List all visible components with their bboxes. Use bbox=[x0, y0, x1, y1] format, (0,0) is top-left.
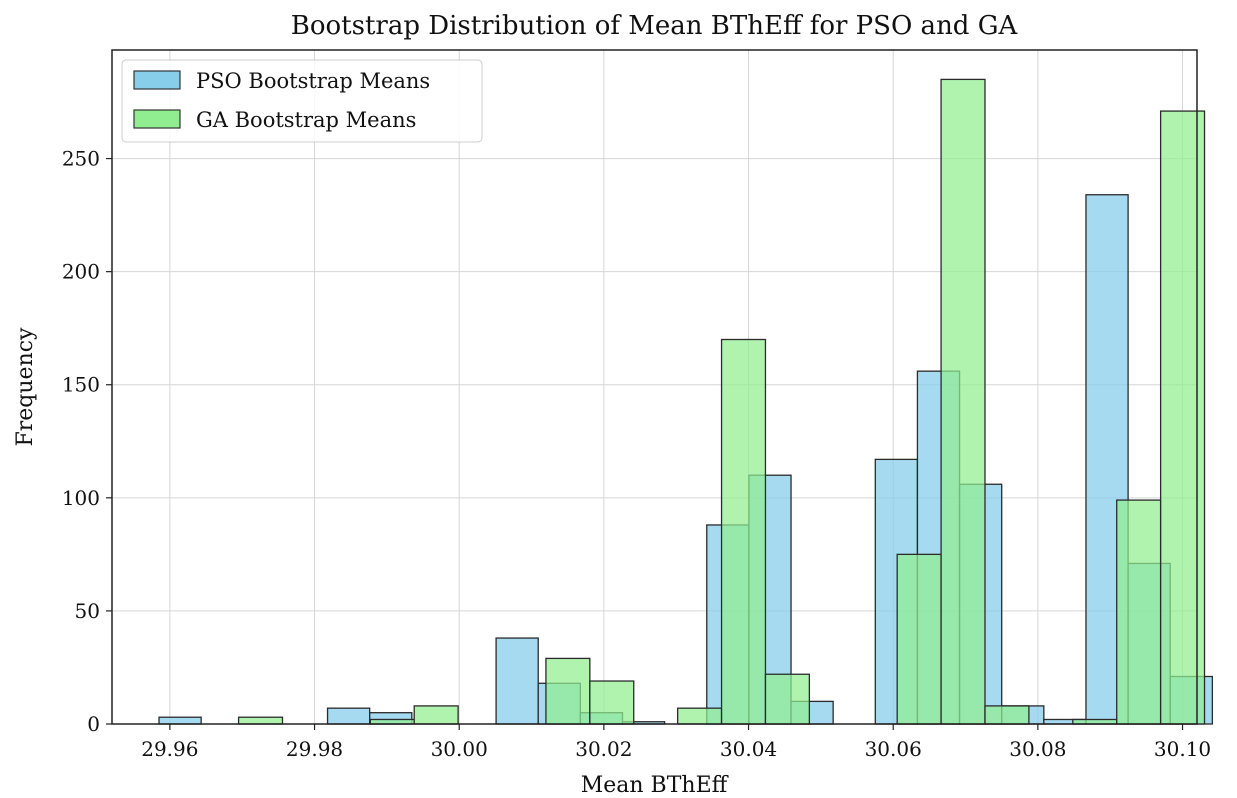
ga-bar bbox=[545, 657, 591, 725]
ga-bar bbox=[896, 553, 942, 725]
legend-box bbox=[121, 59, 483, 143]
y-tick-label: 0 bbox=[87, 712, 100, 736]
x-tick-label: 30.06 bbox=[865, 737, 922, 761]
legend: PSO Bootstrap Means GA Bootstrap Means bbox=[121, 59, 483, 143]
ga-bar bbox=[984, 705, 1030, 725]
x-tick-label: 30.10 bbox=[1154, 737, 1211, 761]
ga-bar bbox=[940, 78, 986, 725]
y-tick-label: 150 bbox=[62, 373, 100, 397]
pso-bar bbox=[495, 637, 539, 725]
axis-ticks: 29.96 29.98 30.00 30.02 30.04 30.06 30.08 30.10… bbox=[62, 147, 1211, 761]
ga-bar bbox=[1116, 499, 1162, 725]
x-tick-label: 29.98 bbox=[286, 737, 343, 761]
grid-lines bbox=[112, 50, 1197, 725]
x-tick-label: 30.02 bbox=[575, 737, 632, 761]
y-tick-label: 100 bbox=[62, 486, 100, 510]
legend-swatch-pso bbox=[133, 70, 181, 90]
chart-title: Bootstrap Distribution of Mean BThEff fo… bbox=[291, 11, 1019, 41]
x-tick-label: 29.96 bbox=[141, 737, 198, 761]
ga-bar bbox=[676, 707, 723, 725]
legend-label-pso: PSO Bootstrap Means bbox=[196, 69, 430, 93]
x-tick-label: 30.04 bbox=[720, 737, 777, 761]
x-tick-label: 30.08 bbox=[1009, 737, 1066, 761]
y-tick-label: 200 bbox=[62, 260, 100, 284]
y-axis-label: Frequency bbox=[13, 327, 38, 447]
plot-frame bbox=[111, 49, 1198, 725]
x-tick-label: 30.00 bbox=[431, 737, 488, 761]
legend-swatch-ga bbox=[133, 109, 181, 129]
ga-bar bbox=[589, 680, 635, 725]
ga-bar bbox=[413, 705, 459, 725]
legend-label-ga: GA Bootstrap Means bbox=[196, 108, 416, 132]
pso-bar bbox=[326, 707, 371, 725]
bars bbox=[158, 78, 1214, 725]
ga-bar bbox=[720, 338, 767, 725]
pso-bar bbox=[158, 716, 202, 725]
ga-bar bbox=[764, 673, 811, 725]
x-axis-label: Mean BThEff bbox=[581, 773, 729, 798]
y-tick-label: 50 bbox=[75, 599, 100, 623]
ga-bar bbox=[237, 716, 284, 725]
y-tick-label: 250 bbox=[62, 147, 100, 171]
ga-bar bbox=[1159, 110, 1206, 725]
